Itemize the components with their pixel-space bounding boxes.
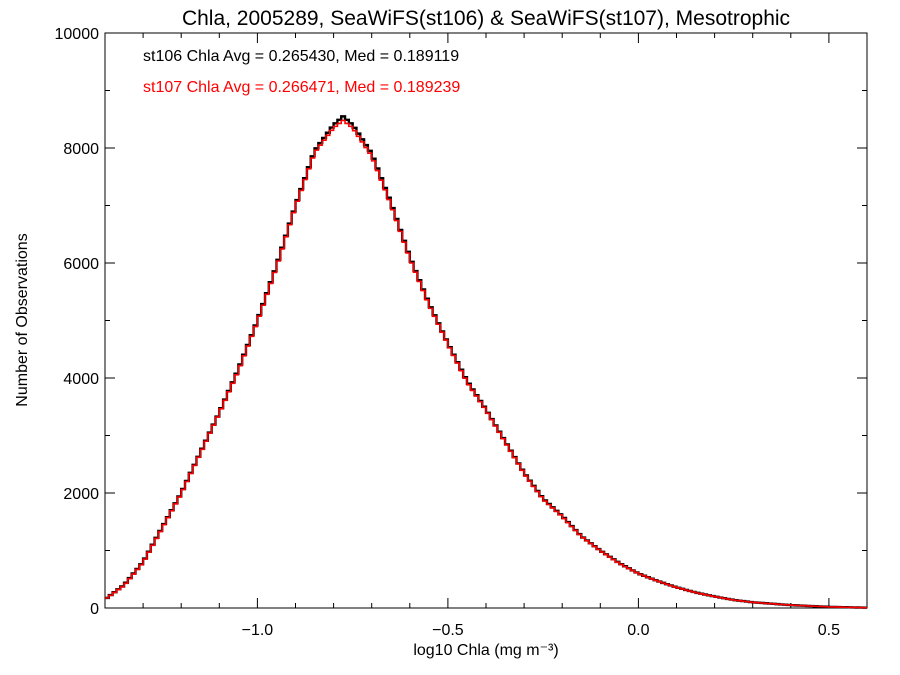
series-line-1 (105, 119, 867, 609)
y-tick-label: 4000 (63, 371, 99, 388)
x-tick-label: −1.0 (242, 622, 274, 639)
y-tick-label: 8000 (63, 141, 99, 158)
axis-ticks: −1.0 −0.5 0.0 0.5 0 2000 4000 6000 8000 10000 (55, 26, 868, 639)
series-layer (105, 115, 867, 609)
x-axis-label: log10 Chla (mg m⁻³) (413, 642, 558, 659)
y-tick-label: 10000 (55, 26, 100, 43)
annotation-st106: st106 Chla Avg = 0.265430, Med = 0.18911… (143, 48, 459, 65)
y-axis-label: Number of Observations (14, 233, 31, 406)
y-tick-label: 2000 (63, 486, 99, 503)
y-tick-label: 0 (90, 601, 99, 618)
annotation-st107: st107 Chla Avg = 0.266471, Med = 0.18923… (143, 79, 460, 96)
chart-title: Chla, 2005289, SeaWiFS(st106) & SeaWiFS(… (182, 7, 790, 30)
x-tick-label: 0.5 (818, 622, 840, 639)
series-line-0 (105, 115, 867, 609)
x-tick-label: 0.0 (627, 622, 649, 639)
y-tick-label: 6000 (63, 256, 99, 273)
plot-frame (104, 32, 868, 609)
x-tick-label: −0.5 (432, 622, 464, 639)
